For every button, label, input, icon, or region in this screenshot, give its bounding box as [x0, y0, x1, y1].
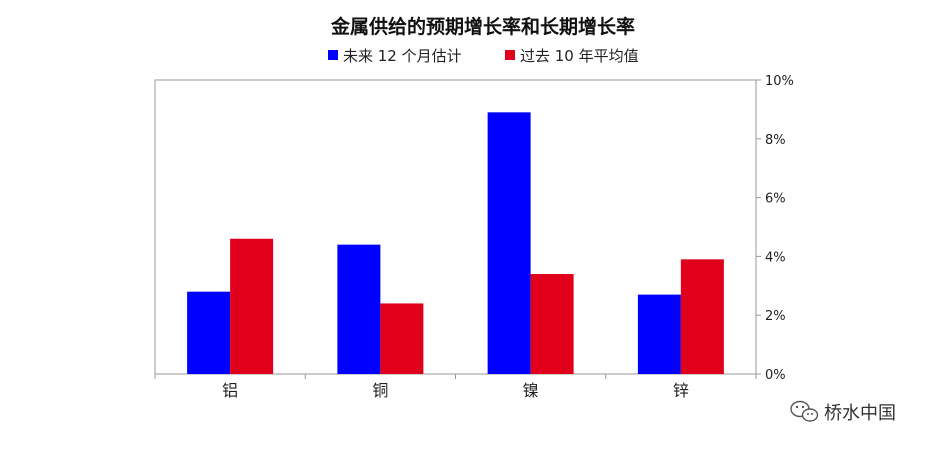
chart-title: 金属供给的预期增长率和长期增长率 — [330, 15, 635, 38]
y-tick-label: 6% — [765, 192, 786, 207]
category-label: 镍 — [523, 381, 539, 400]
legend-swatch-forecast — [328, 50, 338, 60]
category-label: 铜 — [372, 381, 388, 400]
y-tick-label: 2% — [765, 309, 786, 324]
y-tick-label: 0% — [765, 368, 786, 383]
watermark-text: 桥水中国 — [824, 403, 896, 424]
wechat-icon — [790, 400, 819, 422]
bar-forecast — [337, 244, 381, 374]
legend-label-ten-year-average: 过去 10 年平均值 — [520, 47, 639, 65]
y-tick-label: 8% — [765, 133, 786, 148]
bar-ten-year-average — [230, 238, 274, 374]
bar-ten-year-average — [530, 274, 574, 374]
bar-ten-year-average — [680, 259, 724, 374]
category-label: 铝 — [222, 381, 238, 400]
legend: 未来 12 个月估计 过去 10 年平均值 — [328, 47, 639, 65]
y-axis: 0% 2% 4% 6% 8% 10% — [756, 74, 794, 383]
bars — [187, 112, 724, 374]
x-axis: 铝铜镍锌 — [154, 374, 757, 400]
bar-forecast — [487, 112, 531, 374]
legend-swatch-ten-year-average — [505, 50, 515, 60]
y-tick-label: 4% — [765, 250, 786, 265]
category-label: 锌 — [673, 381, 689, 400]
watermark: 桥水中国 — [790, 400, 896, 424]
bar-forecast — [637, 294, 681, 374]
legend-label-forecast: 未来 12 个月估计 — [343, 47, 462, 65]
y-tick-label: 10% — [765, 74, 794, 89]
bar-ten-year-average — [380, 303, 424, 374]
bar-forecast — [187, 291, 231, 374]
